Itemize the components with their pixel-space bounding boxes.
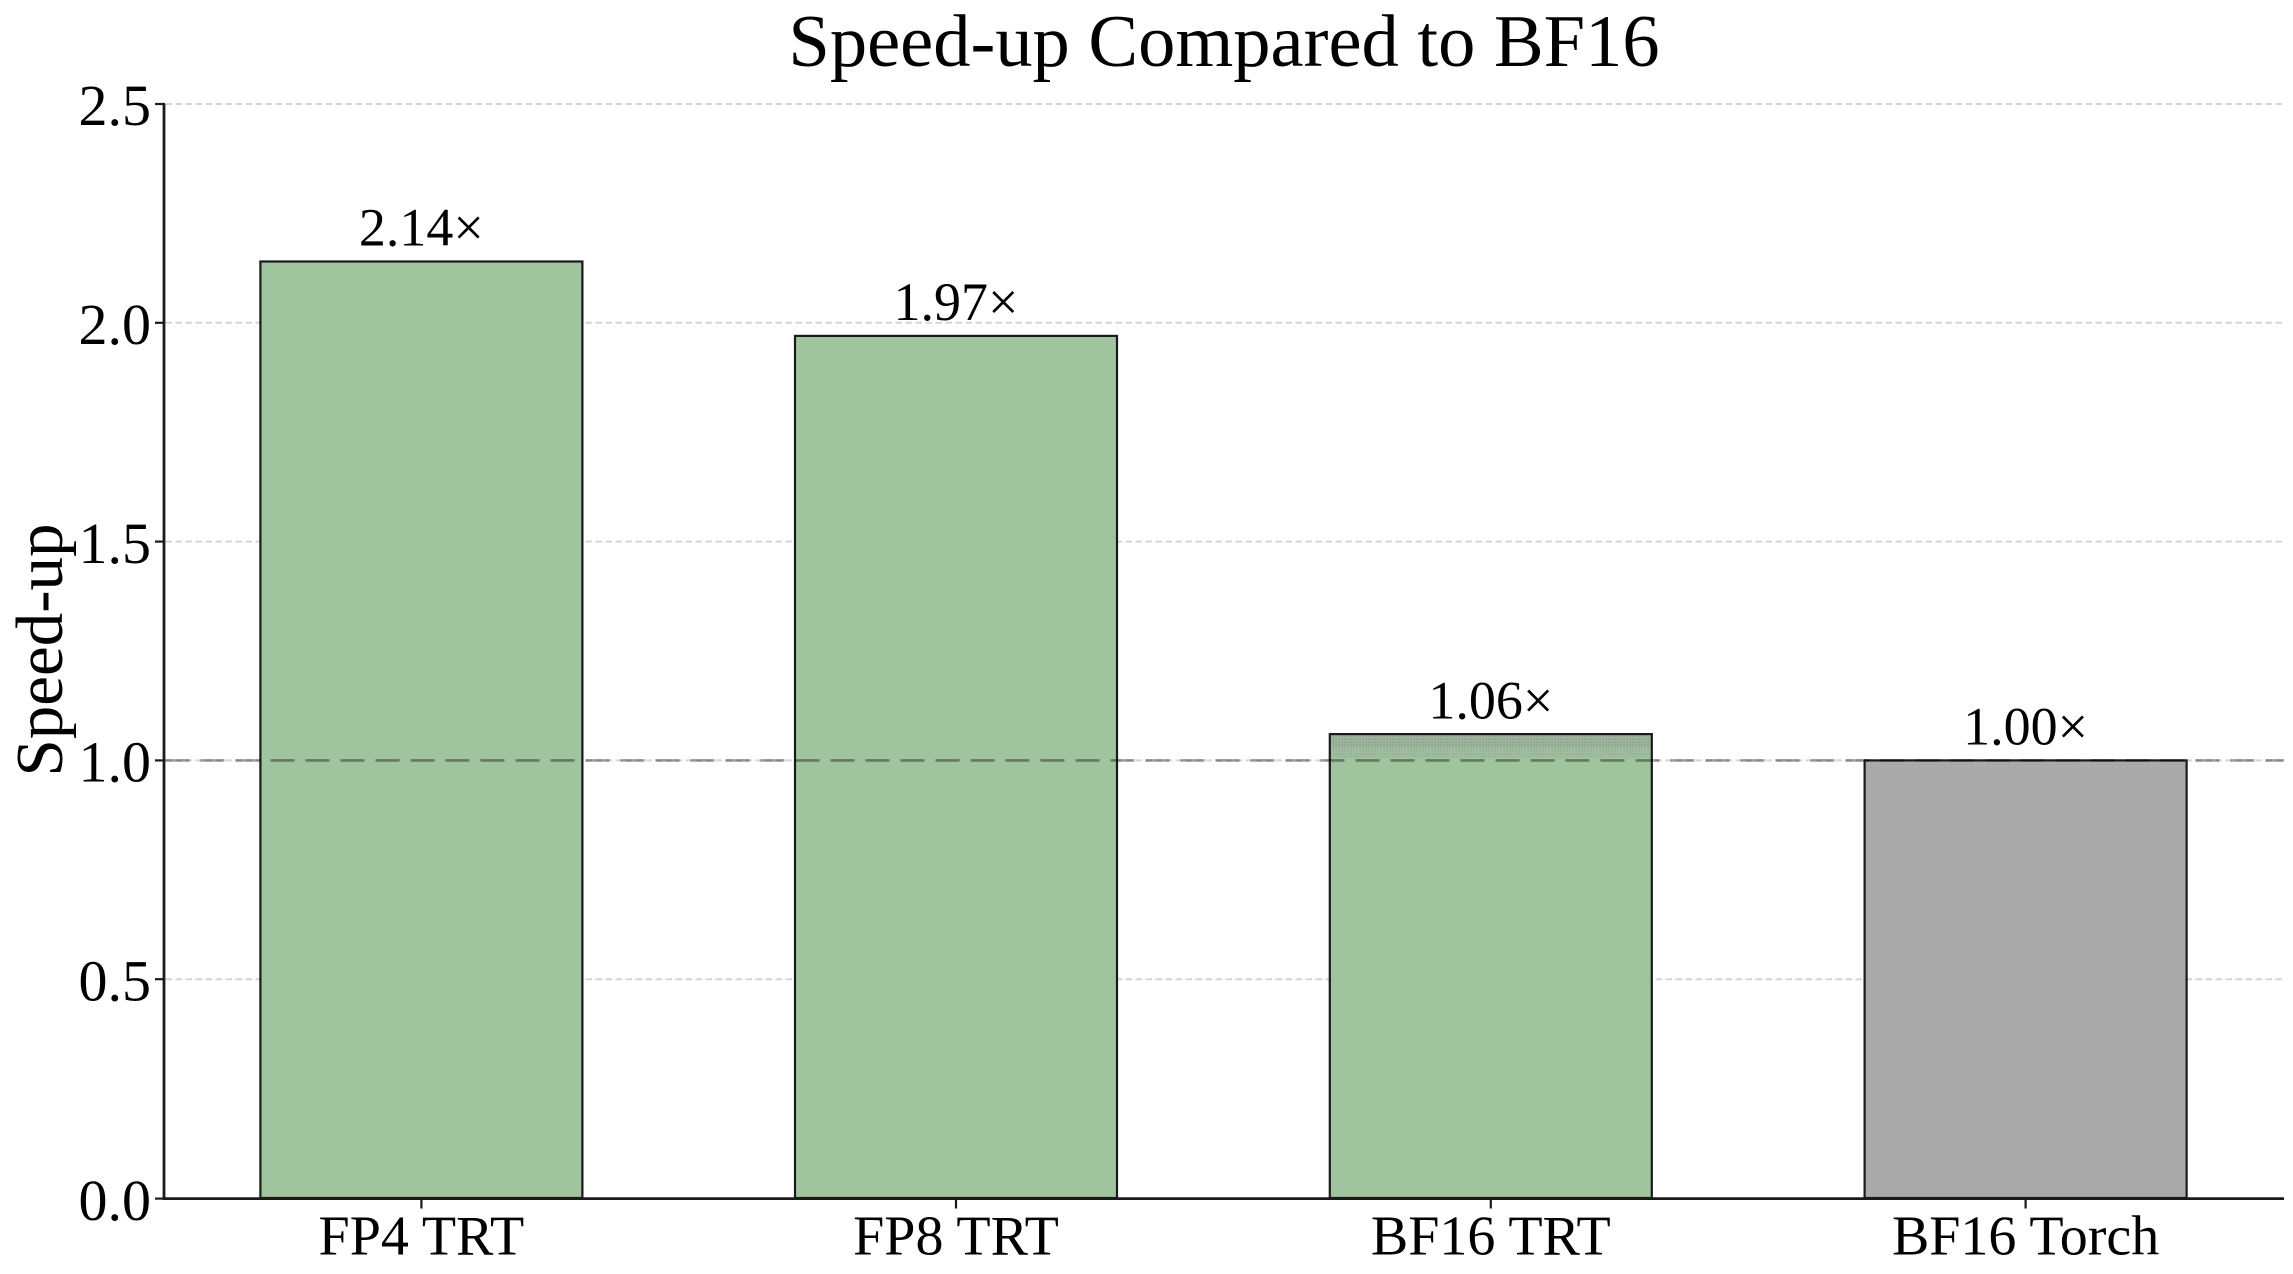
- svg-text:2.14×: 2.14×: [359, 198, 484, 258]
- svg-text:2.5: 2.5: [79, 73, 152, 138]
- svg-text:0.0: 0.0: [79, 1168, 152, 1233]
- svg-text:BF16 TRT: BF16 TRT: [1371, 1206, 1611, 1268]
- svg-text:1.97×: 1.97×: [894, 272, 1019, 332]
- svg-text:FP8 TRT: FP8 TRT: [853, 1206, 1059, 1268]
- svg-text:Speed-up: Speed-up: [3, 523, 77, 776]
- svg-text:1.06×: 1.06×: [1428, 670, 1553, 730]
- svg-text:Speed-up Compared to BF16: Speed-up Compared to BF16: [788, 1, 1659, 83]
- svg-text:0.5: 0.5: [79, 948, 152, 1013]
- svg-text:1.00×: 1.00×: [1963, 697, 2088, 757]
- svg-text:FP4 TRT: FP4 TRT: [319, 1206, 525, 1268]
- svg-text:1.0: 1.0: [79, 730, 152, 795]
- svg-text:BF16 Torch: BF16 Torch: [1892, 1206, 2159, 1268]
- svg-text:1.5: 1.5: [79, 511, 152, 576]
- svg-text:2.0: 2.0: [79, 292, 152, 357]
